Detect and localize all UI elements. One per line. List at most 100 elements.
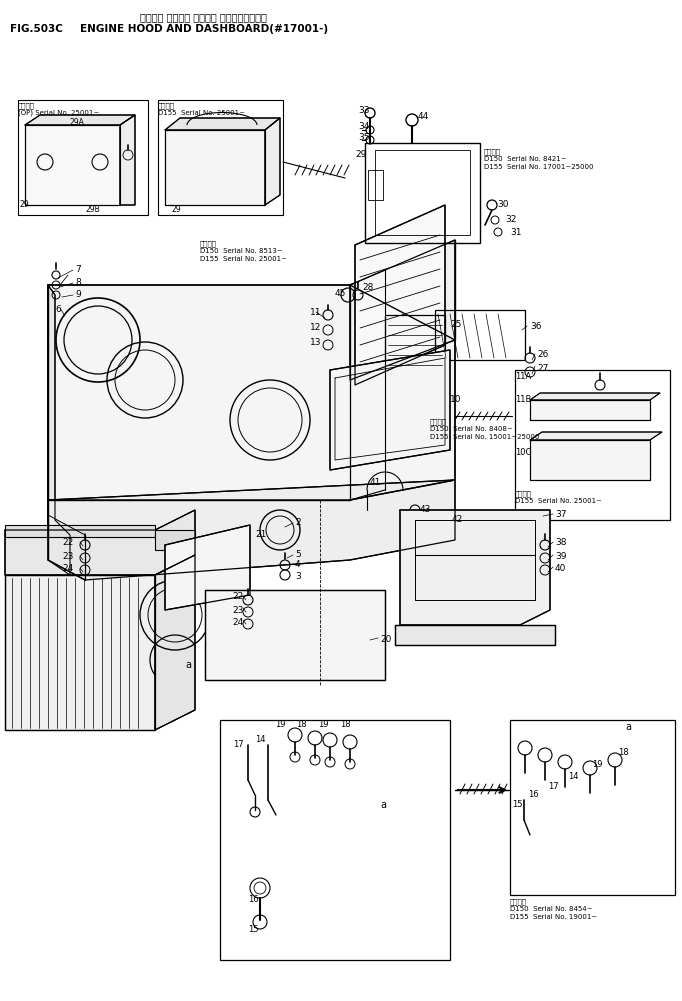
Text: 11: 11 [310,308,321,317]
Polygon shape [5,575,155,730]
Text: D155  Serial No. 25001~: D155 Serial No. 25001~ [158,110,245,116]
Text: a: a [185,660,191,670]
Text: 適用号等: 適用号等 [430,418,447,424]
Text: 適用号等: 適用号等 [158,102,175,109]
Text: 17: 17 [548,782,559,791]
Text: 17: 17 [233,740,243,749]
Text: 8: 8 [75,278,80,287]
Text: D155  Serial No. 25001~: D155 Serial No. 25001~ [515,498,602,504]
Text: 19: 19 [275,720,286,729]
Text: 41: 41 [370,478,381,487]
Text: 44: 44 [418,112,429,121]
Text: D150  Serial No. 8408~: D150 Serial No. 8408~ [430,426,513,432]
Text: 37: 37 [555,510,567,519]
Polygon shape [530,440,650,480]
Bar [155,530,195,550]
Polygon shape [25,115,135,125]
Text: 27: 27 [537,364,548,373]
Text: 18: 18 [296,720,307,729]
Text: 29: 29 [172,205,181,214]
Text: 16: 16 [528,790,539,799]
Text: D155  Serial No. 25001~: D155 Serial No. 25001~ [200,256,287,262]
Text: 2: 2 [295,518,301,527]
Text: a: a [380,800,386,810]
Text: 16: 16 [248,895,258,904]
Text: D150  Serial No. 8421~: D150 Serial No. 8421~ [484,156,567,162]
Polygon shape [205,590,385,680]
Bar [368,170,383,200]
Text: 適用号等: 適用号等 [200,240,217,246]
Polygon shape [165,118,280,130]
Text: 11A: 11A [515,372,531,381]
Polygon shape [330,350,450,470]
Bar [385,315,445,375]
Polygon shape [165,525,250,610]
Text: 29B: 29B [85,205,100,214]
Polygon shape [5,510,195,575]
Text: 20: 20 [380,635,391,644]
Text: 35: 35 [358,133,370,142]
Text: 30: 30 [497,200,509,209]
Text: 5: 5 [295,550,301,559]
Text: 40: 40 [555,564,566,573]
Text: 11B: 11B [515,395,531,404]
Polygon shape [265,118,280,205]
Text: 24: 24 [232,618,243,627]
Text: D150  Serial No. 8454~: D150 Serial No. 8454~ [510,906,593,912]
Text: 10: 10 [450,395,462,404]
Text: 適用号等: 適用号等 [18,102,35,109]
Text: 29: 29 [355,150,366,159]
Text: 6: 6 [55,305,61,314]
Text: 24: 24 [62,564,73,573]
Polygon shape [155,555,195,730]
Polygon shape [400,510,550,625]
Text: 19: 19 [318,720,329,729]
Text: 42: 42 [452,515,463,524]
Text: 18: 18 [340,720,351,729]
Polygon shape [530,432,662,440]
Text: 21: 21 [255,530,267,539]
Text: 14: 14 [255,735,265,744]
Polygon shape [530,400,650,420]
Text: 33: 33 [358,106,370,115]
Text: 34: 34 [358,122,370,131]
Text: エンジン フード・ オヨビ・ ダッシュボード・: エンジン フード・ オヨビ・ ダッシュボード・ [140,12,267,22]
Text: D155  Serial No. 17001~25000: D155 Serial No. 17001~25000 [484,164,593,170]
Bar [515,370,670,520]
Bar [220,720,450,960]
Text: 19: 19 [592,760,602,769]
Text: D155  Serial No. 15001~25000: D155 Serial No. 15001~25000 [430,434,539,440]
Text: 26: 26 [537,350,548,359]
Text: 45: 45 [335,289,346,298]
Bar [365,143,480,243]
Text: 23: 23 [62,552,74,561]
Text: 29: 29 [20,200,29,209]
Text: 13: 13 [310,338,321,347]
Bar [158,100,283,215]
Text: 43: 43 [420,505,432,514]
Polygon shape [48,285,70,575]
Text: 32: 32 [505,215,516,224]
Text: 31: 31 [510,228,522,237]
Text: 4: 4 [295,560,301,569]
Text: 9: 9 [75,290,80,299]
Text: a: a [625,722,631,732]
Text: 39: 39 [555,552,567,561]
Polygon shape [25,125,120,205]
Text: 28: 28 [362,283,373,292]
Bar [5,525,155,537]
Text: 23: 23 [232,606,243,615]
Text: 29A: 29A [70,118,85,127]
Text: 適用号等: 適用号等 [484,148,501,154]
Text: D155  Serial No. 19001~: D155 Serial No. 19001~ [510,914,597,920]
Text: 15: 15 [512,800,522,809]
Polygon shape [48,480,455,580]
Text: 15: 15 [248,925,258,934]
Text: 12: 12 [310,323,321,332]
Bar [18,100,148,215]
Text: 10C: 10C [515,448,531,457]
Text: 7: 7 [75,265,80,274]
Text: D150  Serial No. 8513~: D150 Serial No. 8513~ [200,248,283,254]
Text: 36: 36 [530,322,542,331]
Text: 3: 3 [295,572,301,581]
